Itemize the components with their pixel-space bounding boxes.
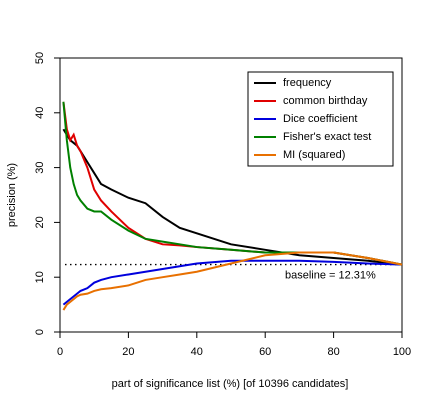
series-line — [62, 259, 403, 306]
x-tick-label: 60 — [259, 346, 271, 358]
y-tick-label: 40 — [34, 107, 46, 119]
x-tick-label: 100 — [393, 346, 411, 358]
y-axis-label: precision (%) — [6, 163, 18, 227]
x-axis-label: part of significance list (%) [of 10396 … — [112, 378, 349, 390]
baseline-label: baseline = 12.31% — [285, 269, 376, 281]
legend-label: frequency — [283, 77, 332, 89]
x-tick-label: 20 — [122, 346, 134, 358]
legend-label: Dice coefficient — [283, 113, 357, 125]
y-tick-label: 20 — [34, 216, 46, 228]
series-line — [62, 251, 403, 311]
y-tick-label: 30 — [34, 161, 46, 173]
legend-label: common birthday — [283, 95, 368, 107]
x-tick-label: 40 — [191, 346, 203, 358]
x-tick-label: 80 — [327, 346, 339, 358]
y-tick-label: 0 — [34, 329, 46, 335]
y-tick-label: 10 — [34, 271, 46, 283]
legend-box — [247, 71, 394, 167]
plot-frame — [59, 57, 403, 333]
y-tick-label: 50 — [34, 52, 46, 64]
legend-label: Fisher's exact test — [283, 131, 371, 143]
x-tick-label: 0 — [57, 346, 63, 358]
legend-label: MI (squared) — [283, 149, 345, 161]
